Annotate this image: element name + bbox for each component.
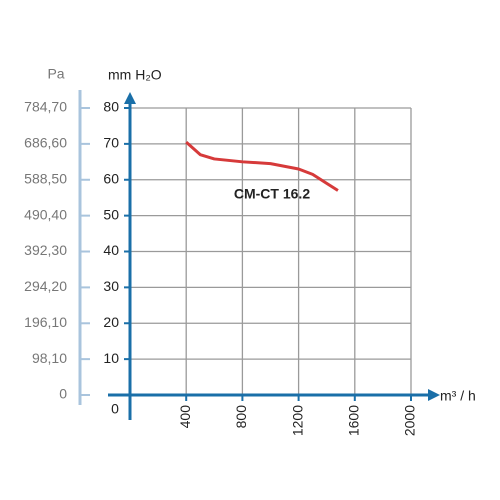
y2-tick-label: 196,10 <box>24 314 67 330</box>
x-tick-label: 800 <box>233 405 249 429</box>
y-axis-arrow <box>124 92 136 104</box>
y-tick-label: 40 <box>103 242 119 258</box>
y2-tick-label: 98,10 <box>32 350 67 366</box>
y2-tick-label: 392,30 <box>24 242 67 258</box>
y-tick-label: 10 <box>103 350 119 366</box>
x-axis-arrow <box>428 389 440 401</box>
x-tick-label: 2000 <box>402 405 418 436</box>
y-tick-label: 80 <box>103 99 119 115</box>
y2-tick-label: 784,70 <box>24 99 67 115</box>
y-tick-label: 20 <box>103 314 119 330</box>
x-tick-label: 1200 <box>289 405 305 436</box>
series-label: CM-CT 16.2 <box>234 186 310 202</box>
y2-tick-label: 0 <box>59 386 67 402</box>
y2-tick-label: 588,50 <box>24 170 67 186</box>
y2-tick-label: 686,60 <box>24 135 67 151</box>
x-tick-label: 400 <box>177 405 193 429</box>
y-tick-label: 70 <box>103 135 119 151</box>
x-axis-label: m³ / h <box>440 388 476 404</box>
y-tick-label: 50 <box>103 206 119 222</box>
y2-tick-label: 490,40 <box>24 206 67 222</box>
curve <box>185 140 339 192</box>
y-axis-label: mm H₂O <box>108 67 162 83</box>
y-tick-label: 60 <box>103 170 119 186</box>
y2-tick-label: 294,20 <box>24 278 67 294</box>
y2-axis-label: Pa <box>47 66 64 82</box>
x-tick-label: 1600 <box>346 405 362 436</box>
y-tick-label: 30 <box>103 278 119 294</box>
y-tick-label: 0 <box>111 401 119 417</box>
